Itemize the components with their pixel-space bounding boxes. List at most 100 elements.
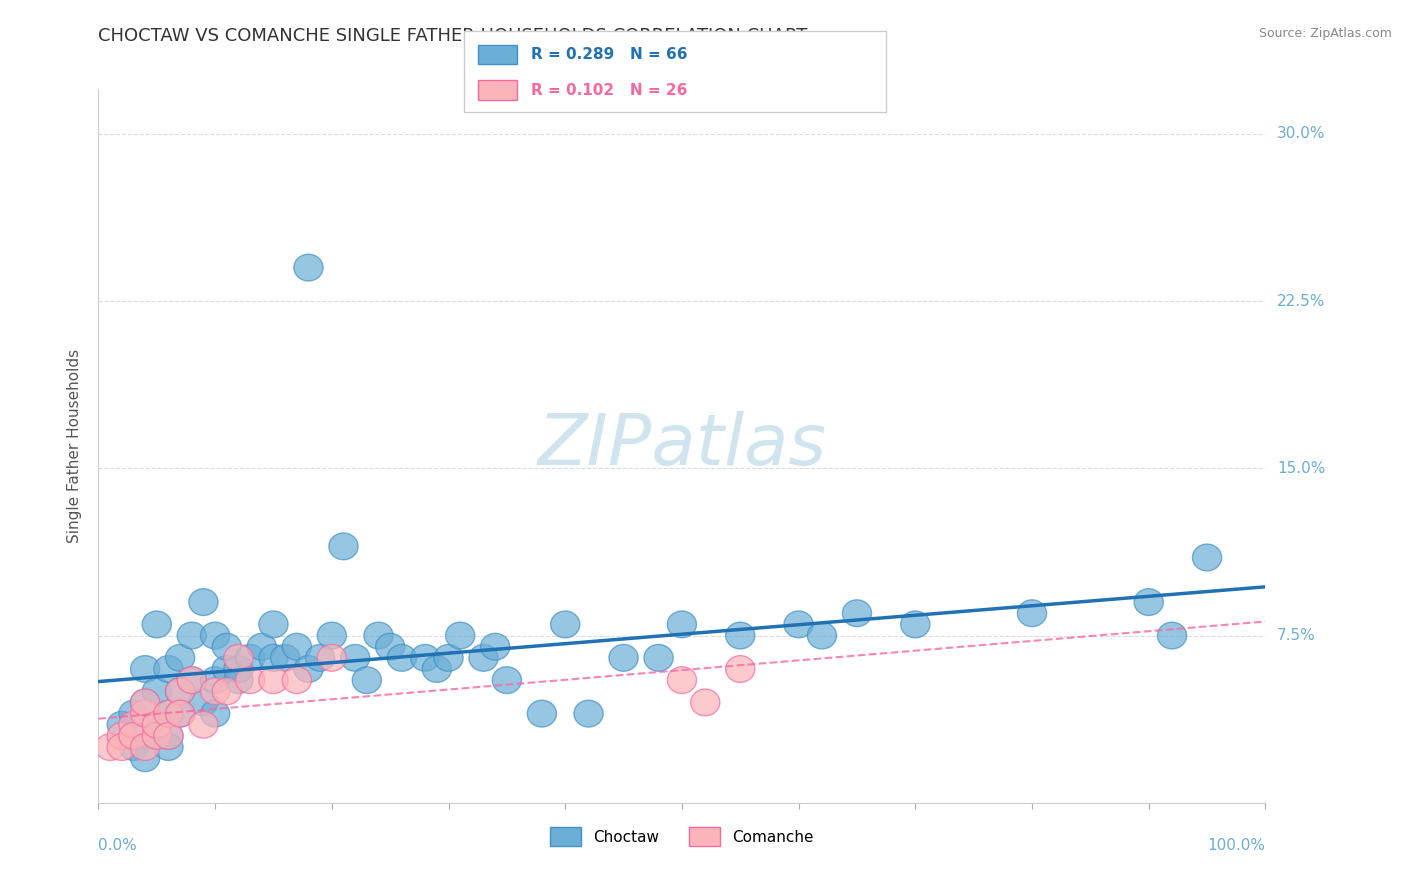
Ellipse shape (131, 745, 160, 772)
Ellipse shape (188, 589, 218, 615)
Ellipse shape (201, 678, 229, 705)
Ellipse shape (283, 633, 311, 660)
Ellipse shape (434, 644, 463, 671)
Ellipse shape (131, 700, 160, 727)
Ellipse shape (120, 733, 148, 760)
Text: ZIPatlas: ZIPatlas (537, 411, 827, 481)
Ellipse shape (107, 733, 136, 760)
Ellipse shape (166, 678, 194, 705)
Ellipse shape (153, 723, 183, 749)
Ellipse shape (166, 700, 194, 727)
Ellipse shape (153, 700, 183, 727)
Text: 100.0%: 100.0% (1208, 838, 1265, 854)
Ellipse shape (551, 611, 579, 638)
Ellipse shape (120, 700, 148, 727)
Ellipse shape (142, 712, 172, 739)
Ellipse shape (131, 733, 160, 760)
Ellipse shape (236, 667, 264, 694)
Ellipse shape (224, 656, 253, 682)
Ellipse shape (807, 623, 837, 649)
Text: CHOCTAW VS COMANCHE SINGLE FATHER HOUSEHOLDS CORRELATION CHART: CHOCTAW VS COMANCHE SINGLE FATHER HOUSEH… (98, 27, 808, 45)
Ellipse shape (305, 644, 335, 671)
Ellipse shape (212, 656, 242, 682)
Ellipse shape (422, 656, 451, 682)
Ellipse shape (329, 533, 359, 560)
Ellipse shape (725, 656, 755, 682)
Ellipse shape (1157, 623, 1187, 649)
Ellipse shape (188, 689, 218, 715)
Ellipse shape (131, 689, 160, 715)
Ellipse shape (270, 644, 299, 671)
Ellipse shape (166, 644, 194, 671)
Ellipse shape (294, 656, 323, 682)
Ellipse shape (470, 644, 498, 671)
Ellipse shape (107, 712, 136, 739)
Ellipse shape (259, 644, 288, 671)
Text: 15.0%: 15.0% (1277, 461, 1326, 475)
Text: Source: ZipAtlas.com: Source: ZipAtlas.com (1258, 27, 1392, 40)
Ellipse shape (842, 599, 872, 626)
Text: 0.0%: 0.0% (98, 838, 138, 854)
Ellipse shape (153, 700, 183, 727)
Ellipse shape (142, 611, 172, 638)
Text: 22.5%: 22.5% (1277, 293, 1326, 309)
Ellipse shape (668, 611, 696, 638)
Ellipse shape (96, 733, 125, 760)
Ellipse shape (236, 644, 264, 671)
Ellipse shape (177, 623, 207, 649)
Ellipse shape (690, 689, 720, 715)
Ellipse shape (224, 644, 253, 671)
Ellipse shape (224, 667, 253, 694)
Ellipse shape (120, 712, 148, 739)
Ellipse shape (644, 644, 673, 671)
Ellipse shape (668, 667, 696, 694)
Ellipse shape (353, 667, 381, 694)
Ellipse shape (318, 623, 346, 649)
Ellipse shape (177, 667, 207, 694)
Ellipse shape (131, 723, 160, 749)
Ellipse shape (201, 700, 229, 727)
Ellipse shape (785, 611, 813, 638)
Ellipse shape (107, 723, 136, 749)
Ellipse shape (1135, 589, 1163, 615)
Ellipse shape (294, 254, 323, 281)
Ellipse shape (142, 712, 172, 739)
Ellipse shape (609, 644, 638, 671)
Ellipse shape (574, 700, 603, 727)
Ellipse shape (446, 623, 475, 649)
Ellipse shape (901, 611, 929, 638)
Ellipse shape (142, 678, 172, 705)
Ellipse shape (283, 667, 311, 694)
Ellipse shape (247, 633, 277, 660)
Ellipse shape (527, 700, 557, 727)
Ellipse shape (492, 667, 522, 694)
Text: 7.5%: 7.5% (1277, 628, 1316, 643)
Ellipse shape (259, 667, 288, 694)
Ellipse shape (120, 723, 148, 749)
Y-axis label: Single Father Households: Single Father Households (67, 349, 83, 543)
Ellipse shape (340, 644, 370, 671)
Ellipse shape (177, 667, 207, 694)
Ellipse shape (387, 644, 416, 671)
Ellipse shape (166, 700, 194, 727)
Ellipse shape (142, 723, 172, 749)
Ellipse shape (1192, 544, 1222, 571)
Ellipse shape (725, 623, 755, 649)
Ellipse shape (201, 667, 229, 694)
Ellipse shape (212, 633, 242, 660)
Text: R = 0.102   N = 26: R = 0.102 N = 26 (531, 83, 688, 97)
Ellipse shape (131, 689, 160, 715)
Ellipse shape (188, 712, 218, 739)
Ellipse shape (364, 623, 394, 649)
Ellipse shape (153, 656, 183, 682)
Ellipse shape (1018, 599, 1046, 626)
Legend: Choctaw, Comanche: Choctaw, Comanche (544, 822, 820, 852)
Ellipse shape (318, 644, 346, 671)
Ellipse shape (481, 633, 510, 660)
Ellipse shape (375, 633, 405, 660)
Text: R = 0.289   N = 66: R = 0.289 N = 66 (531, 47, 688, 62)
Ellipse shape (153, 733, 183, 760)
Ellipse shape (411, 644, 440, 671)
Ellipse shape (166, 678, 194, 705)
Ellipse shape (153, 723, 183, 749)
